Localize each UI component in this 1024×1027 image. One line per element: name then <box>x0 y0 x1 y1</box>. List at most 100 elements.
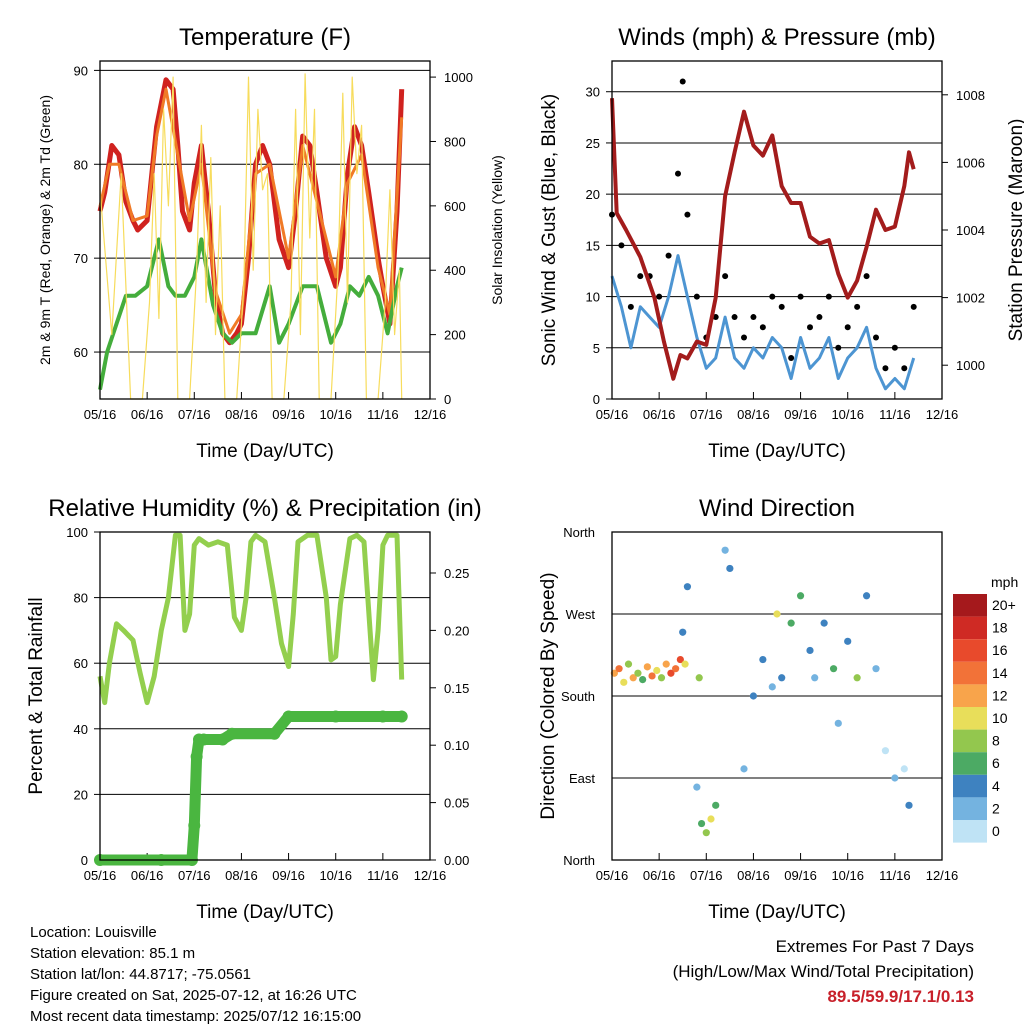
winds-y2tick-label: 1002 <box>956 291 985 306</box>
winds-gust-point <box>665 252 672 259</box>
colorbar-label: 10 <box>992 710 1008 726</box>
colorbar-label: 12 <box>992 687 1008 703</box>
colorbar-swatch <box>953 797 987 820</box>
direction-xtick-label: 08/16 <box>737 868 770 883</box>
winds-xtick-label: 09/16 <box>784 407 817 422</box>
direction-point <box>667 669 675 677</box>
direction-ytick-label: North <box>563 853 595 868</box>
winds-plot-frame <box>611 60 943 400</box>
winds-gust-point <box>769 293 776 300</box>
temperature-xtick-label: 05/16 <box>84 407 117 422</box>
extremes-values: 89.5/59.9/17.1/0.13 <box>827 987 974 1006</box>
humidity-xtick-label: 05/16 <box>84 868 117 883</box>
direction-point <box>844 637 852 645</box>
temperature-xlabel: Time (Day/UTC) <box>196 441 334 462</box>
direction-point <box>796 592 805 600</box>
temperature-plot-frame <box>99 60 431 400</box>
temperature-xtick-label: 08/16 <box>225 407 258 422</box>
temperature-y2tick-label: 0 <box>444 392 451 407</box>
humidity-precip-line <box>100 711 402 866</box>
direction-point <box>749 692 758 700</box>
colorbar-label: 18 <box>992 620 1008 636</box>
temperature-y2tick-label: 400 <box>444 263 466 278</box>
humidity-xtick-label: 08/16 <box>225 868 258 883</box>
humidity-y2tick-label: 0.20 <box>444 623 469 638</box>
direction-point <box>759 655 767 664</box>
winds-gust-point <box>750 314 757 321</box>
winds-gust-point <box>627 303 634 310</box>
temperature-xtick-label: 10/16 <box>319 407 352 422</box>
direction-title: Wind Direction <box>699 495 855 522</box>
direction-point <box>726 564 734 573</box>
direction-point <box>679 628 687 636</box>
winds-xtick-label: 06/16 <box>643 407 676 422</box>
colorbar-swatch <box>953 639 987 662</box>
colorbar-label: 0 <box>992 823 1000 839</box>
humidity-y2tick-label: 0.10 <box>444 738 469 753</box>
direction-point <box>662 660 670 668</box>
winds-gust-point <box>807 324 813 331</box>
winds-xtick-label: 12/16 <box>926 407 959 422</box>
direction-point <box>702 829 710 837</box>
colorbar-swatch <box>953 661 987 685</box>
humidity-ylabel: Percent & Total Rainfall <box>26 597 47 794</box>
direction-point <box>643 663 651 671</box>
winds-gust-point <box>731 314 738 321</box>
colorbar-label: 6 <box>992 755 1000 771</box>
colorbar-label: 20+ <box>992 597 1016 613</box>
winds-gust-point <box>778 303 785 310</box>
direction-point <box>787 619 795 627</box>
temperature-y2label: Solar Insolation (Yellow) <box>489 155 505 305</box>
temperature-ylabel: 2m & 9m T (Red, Orange) & 2m Td (Green) <box>37 95 53 365</box>
location-text: Location: Louisville <box>30 924 157 941</box>
direction-xtick-label: 10/16 <box>831 868 864 883</box>
humidity-rh-line <box>97 532 405 706</box>
extremes-box: Extremes For Past 7 Days (High/Low/Max W… <box>673 934 974 1009</box>
direction-ytick-label: East <box>569 771 595 786</box>
direction-ytick-label: West <box>566 607 596 622</box>
temperature-ytick-label: 60 <box>74 345 88 360</box>
humidity-y2tick-label: 0.25 <box>444 566 469 581</box>
winds-gust-point <box>679 78 686 85</box>
winds-ytick-label: 30 <box>586 85 600 100</box>
humidity-ytick-label: 40 <box>74 722 88 737</box>
humidity-ytick-label: 100 <box>66 525 88 540</box>
temperature-ytick-label: 70 <box>74 251 88 266</box>
direction-xtick-label: 06/16 <box>643 868 676 883</box>
direction-point <box>697 819 706 828</box>
direction-xtick-label: 11/16 <box>879 868 911 883</box>
direction-xtick-label: 07/16 <box>690 868 723 883</box>
temperature-xtick-label: 11/16 <box>367 407 399 422</box>
direction-xlabel: Time (Day/UTC) <box>708 902 846 923</box>
colorbar-swatch <box>953 707 987 730</box>
humidity-xtick-label: 10/16 <box>319 868 352 883</box>
winds-gust-point <box>825 293 832 300</box>
humidity-xtick-label: 09/16 <box>272 868 305 883</box>
direction-point <box>648 672 656 680</box>
winds-xlabel: Time (Day/UTC) <box>708 441 846 462</box>
winds-y2tick-label: 1004 <box>956 223 985 238</box>
colorbar-label: 4 <box>992 778 1000 794</box>
direction-point <box>862 592 871 600</box>
direction-xtick-label: 05/16 <box>596 868 629 883</box>
winds-gust-point <box>835 344 842 351</box>
direction-ylabel: Direction (Colored By Speed) <box>538 572 559 819</box>
direction-point <box>639 676 647 684</box>
temperature-xtick-label: 12/16 <box>414 407 447 422</box>
winds-gust-point <box>712 314 719 321</box>
direction-point <box>881 747 890 755</box>
direction-point <box>829 665 838 673</box>
direction-point <box>629 674 637 682</box>
colorbar-label: 14 <box>992 665 1008 681</box>
winds-y2tick-label: 1000 <box>956 358 985 373</box>
winds-gust-point <box>854 303 861 310</box>
direction-point <box>806 646 814 655</box>
winds-gust-point <box>797 293 804 300</box>
extremes-title: Extremes For Past 7 Days <box>775 937 974 956</box>
winds-ytick-label: 25 <box>586 136 600 151</box>
temperature-y2tick-label: 800 <box>444 134 466 149</box>
direction-point <box>620 678 628 686</box>
winds-gust-point <box>741 334 747 341</box>
winds-gust-point <box>693 293 700 300</box>
